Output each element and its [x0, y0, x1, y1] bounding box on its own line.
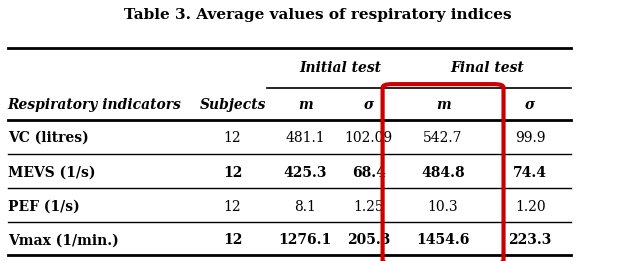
- Text: 8.1: 8.1: [294, 199, 316, 213]
- Text: 12: 12: [224, 131, 241, 145]
- Text: 68.4: 68.4: [352, 166, 385, 180]
- Text: m: m: [436, 98, 450, 112]
- Text: 1.20: 1.20: [515, 199, 546, 213]
- Text: 102.09: 102.09: [345, 131, 392, 145]
- Text: Respiratory indicators: Respiratory indicators: [8, 98, 181, 112]
- Text: Initial test: Initial test: [299, 61, 381, 75]
- Text: 74.4: 74.4: [513, 166, 547, 180]
- Text: 12: 12: [224, 199, 241, 213]
- Text: Subjects: Subjects: [199, 98, 266, 112]
- Text: MEVS (1/s): MEVS (1/s): [8, 166, 95, 180]
- Text: 205.3: 205.3: [347, 233, 391, 247]
- Text: Vmax (1/min.): Vmax (1/min.): [8, 233, 118, 247]
- Text: 10.3: 10.3: [428, 199, 459, 213]
- Text: PEF (1/s): PEF (1/s): [8, 199, 80, 213]
- Text: 99.9: 99.9: [515, 131, 546, 145]
- Text: σ: σ: [364, 98, 374, 112]
- Text: 425.3: 425.3: [284, 166, 327, 180]
- Text: m: m: [298, 98, 313, 112]
- Text: 12: 12: [223, 233, 242, 247]
- Text: σ: σ: [525, 98, 536, 112]
- Text: 223.3: 223.3: [508, 233, 552, 247]
- Text: Table 3. Average values of respiratory indices: Table 3. Average values of respiratory i…: [124, 8, 512, 22]
- Text: 484.8: 484.8: [421, 166, 465, 180]
- Text: 542.7: 542.7: [424, 131, 463, 145]
- Text: 481.1: 481.1: [286, 131, 325, 145]
- Text: Final test: Final test: [450, 61, 524, 75]
- Text: VC (litres): VC (litres): [8, 131, 88, 145]
- Text: 12: 12: [223, 166, 242, 180]
- Text: 1276.1: 1276.1: [279, 233, 332, 247]
- Text: 1.25: 1.25: [354, 199, 384, 213]
- Text: 1454.6: 1454.6: [417, 233, 470, 247]
